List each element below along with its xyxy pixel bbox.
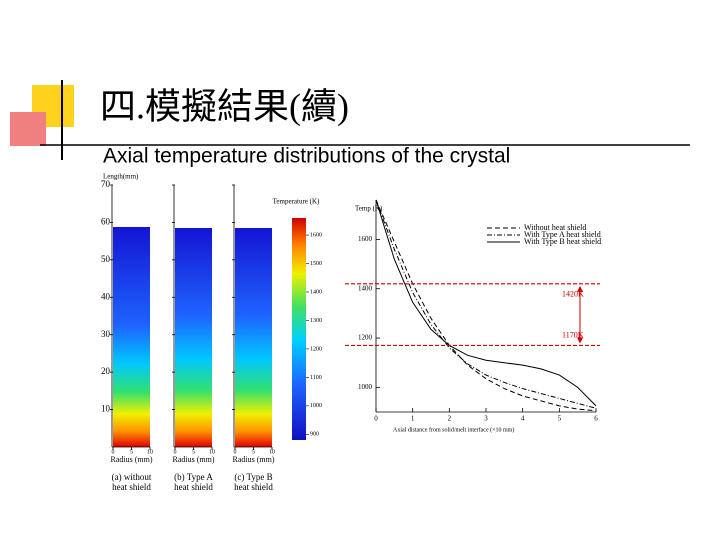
line-series <box>375 199 597 407</box>
colorbar-tick-label: 1000 <box>310 403 322 409</box>
x-tick-label: 0 <box>112 449 115 455</box>
y-tick-label: 40 <box>101 291 111 301</box>
x-tick-label: 5 <box>130 449 133 455</box>
annotation-label: 1170K <box>562 330 584 339</box>
deco-red <box>10 112 46 146</box>
y-tick-label: 70 <box>101 179 111 189</box>
y-tick-label: 1200 <box>358 334 373 342</box>
y-tick-label: 1400 <box>358 284 373 292</box>
axis-label: Length(mm) <box>103 173 139 181</box>
y-tick-label: 60 <box>101 216 111 226</box>
x-tick-label: 5 <box>558 415 562 423</box>
caption: heat shield <box>234 482 273 492</box>
colorbar-tick-label: 1600 <box>310 232 322 238</box>
caption: heat shield <box>174 482 213 492</box>
x-tick-label: 10 <box>147 449 153 455</box>
caption: (c) Type B <box>234 472 272 482</box>
y-tick-label: 30 <box>101 329 111 339</box>
y-tick-label: 50 <box>101 254 111 264</box>
x-axis-label: Radius (mm) <box>111 455 153 464</box>
legend-label: Without heat shield <box>524 223 586 232</box>
x-tick-label: 6 <box>594 415 598 423</box>
x-tick-label: 4 <box>521 415 525 423</box>
colorbar-tick-label: 900 <box>310 432 319 438</box>
x-tick-label: 2 <box>448 415 452 423</box>
line-series <box>375 199 597 409</box>
caption: heat shield <box>112 482 151 492</box>
legend-label: With Type A heat shield <box>524 230 601 239</box>
caption: (a) without <box>112 472 152 482</box>
colorbar-tick-label: 1200 <box>310 346 322 352</box>
x-axis-label: Radius (mm) <box>173 455 215 464</box>
y-axis-label: Temp (K) <box>355 205 383 213</box>
legend-label: With Type B heat shield <box>524 237 601 246</box>
y-tick-label: 1600 <box>358 235 373 243</box>
colorbar <box>292 218 306 440</box>
colorbar-tick-label: 1500 <box>310 261 322 267</box>
y-tick-label: 1000 <box>358 383 373 391</box>
x-tick-label: 5 <box>192 449 195 455</box>
colorbar-label: Temperature (K) <box>273 198 320 206</box>
y-tick-label: 20 <box>101 366 111 376</box>
colorbar-tick-label: 1100 <box>310 375 322 381</box>
y-tick-label: 10 <box>101 404 111 414</box>
x-axis-label: Radius (mm) <box>233 455 275 464</box>
arrowhead <box>577 337 583 344</box>
x-tick-label: 0 <box>174 449 177 455</box>
crystal-map <box>235 228 272 447</box>
arrowhead <box>577 285 583 292</box>
x-axis-label: Axial distance from solid/melt interface… <box>393 426 514 433</box>
slide-title: 四.模擬結果(續) <box>100 86 349 126</box>
x-tick-label: 0 <box>234 449 237 455</box>
crystal-map <box>175 228 212 447</box>
x-tick-label: 1 <box>411 415 415 423</box>
colorbar-tick-label: 1400 <box>310 289 322 295</box>
crystal-map <box>113 227 150 447</box>
x-tick-label: 5 <box>252 449 255 455</box>
slide-subtitle: Axial temperature distributions of the c… <box>103 145 510 168</box>
x-tick-label: 3 <box>484 415 488 423</box>
annotation-label: 1420K <box>562 290 584 299</box>
x-tick-label: 10 <box>269 449 275 455</box>
x-tick-label: 10 <box>209 449 215 455</box>
x-tick-label: 0 <box>374 415 378 423</box>
colorbar-tick-label: 1300 <box>310 318 322 324</box>
caption: (b) Type A <box>174 472 213 482</box>
